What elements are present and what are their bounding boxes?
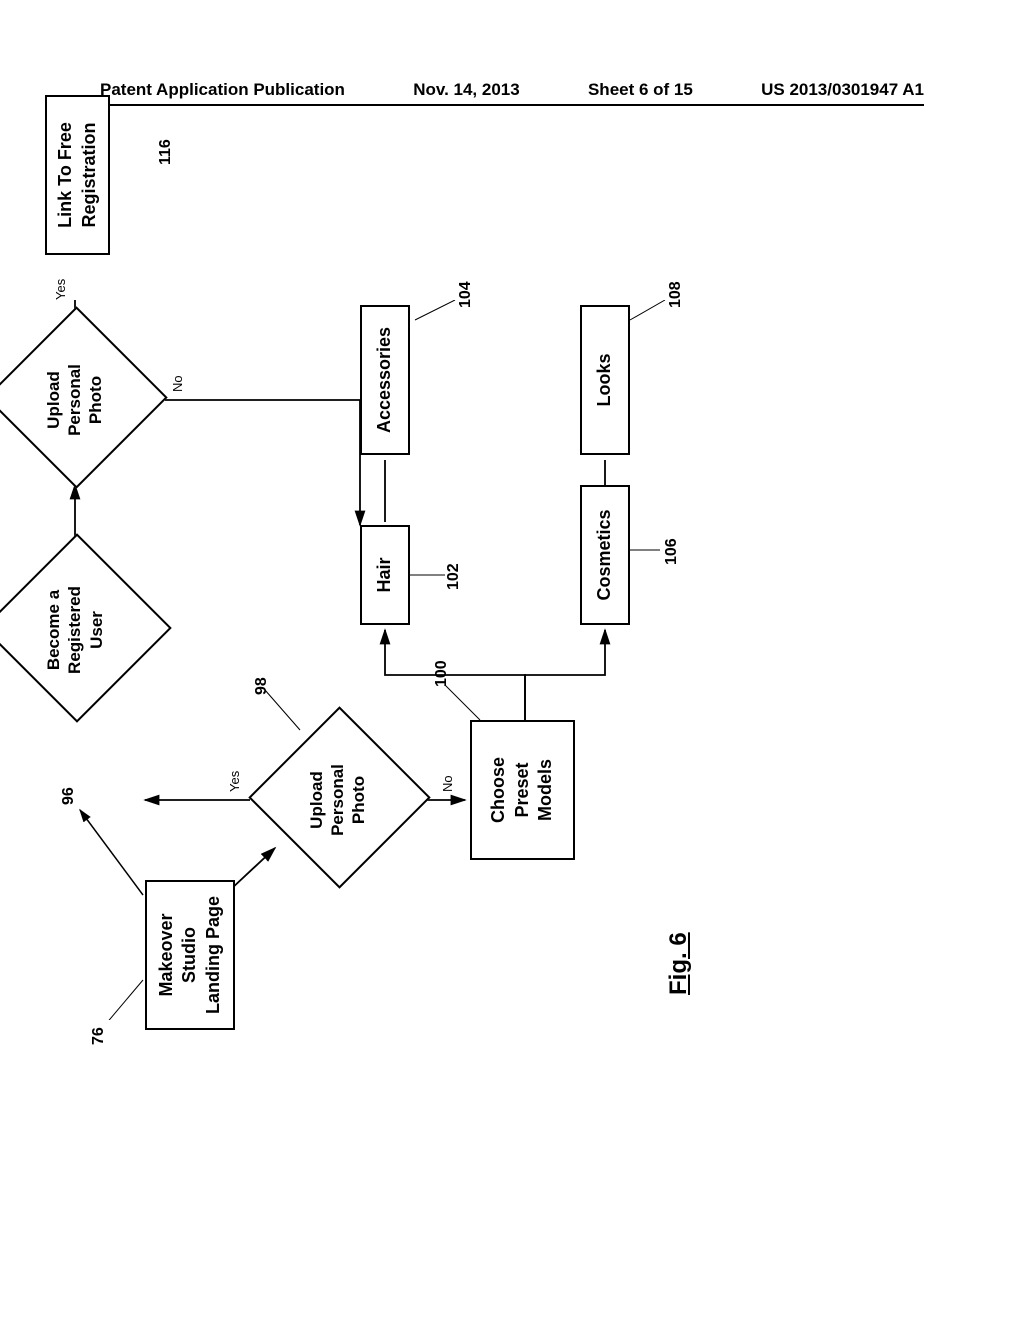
header-date: Nov. 14, 2013 [413, 80, 519, 100]
edge-yes-3: Yes [53, 279, 68, 300]
header-rule [100, 104, 924, 106]
page: Patent Application Publication Nov. 14, … [0, 0, 1024, 1320]
node-cosmetics: Cosmetics [580, 485, 630, 625]
node-landing-label: Makeover Studio Landing Page [155, 896, 225, 1014]
ref-106: 106 [663, 538, 681, 565]
flowchart-diagram: Makeover Studio Landing Page 76 96 Uploa… [45, 300, 985, 1020]
node-accessories: Accessories [360, 305, 410, 455]
figure-label: Fig. 6 [665, 932, 693, 995]
ref-104: 104 [457, 281, 475, 308]
node-looks: Looks [580, 305, 630, 455]
ref-116: 116 [157, 139, 175, 165]
node-upload1 [248, 706, 430, 888]
edge-no-2: No [170, 375, 185, 392]
header-sheet: Sheet 6 of 15 [588, 80, 693, 100]
ref-100: 100 [433, 660, 451, 687]
node-landing: Makeover Studio Landing Page [145, 880, 235, 1030]
node-choose: Choose Preset Models [470, 720, 575, 860]
header-left: Patent Application Publication [100, 80, 345, 100]
ref-98: 98 [253, 677, 271, 695]
node-hair: Hair [360, 525, 410, 625]
node-become [0, 533, 172, 723]
edge-no-1: No [440, 775, 455, 792]
ref-76: 76 [90, 1027, 108, 1045]
node-upload2 [0, 306, 168, 488]
page-header: Patent Application Publication Nov. 14, … [0, 80, 1024, 100]
edge-yes-1: Yes [227, 771, 242, 792]
ref-102: 102 [445, 563, 463, 590]
header-pubno: US 2013/0301947 A1 [761, 80, 924, 100]
ref-108: 108 [667, 281, 685, 308]
node-link2: Link To Free Registration [45, 95, 110, 255]
ref-96: 96 [60, 787, 78, 805]
